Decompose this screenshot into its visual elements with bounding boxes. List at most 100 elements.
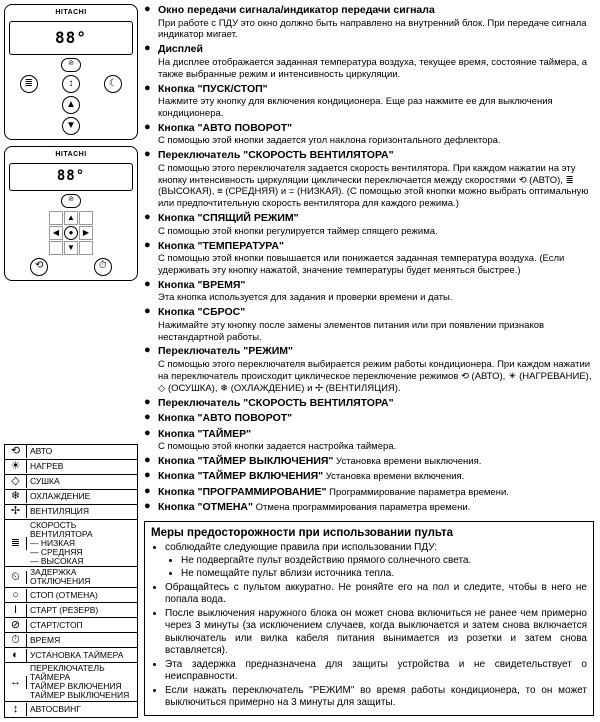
feature-body: Кнопка "СПЯЩИЙ РЕЖИМ"С помощью этой кноп… [158,212,594,237]
legend-icon: ✢ [5,505,27,518]
bullet-icon: ● [144,455,158,469]
feature-body: Кнопка "ТЕМПЕРАТУРА"С помощью этой кнопк… [158,240,594,277]
feature-item: ●Окно передачи сигнала/индикатор передач… [144,4,594,41]
feature-title: Кнопка "СБРОС" [158,306,245,318]
feature-title: Переключатель "РЕЖИМ" [158,345,293,357]
legend-row: ◐УСТАНОВКА ТАЙМЕРА [5,648,137,663]
legend-row: ⏱ВРЕМЯ [5,633,137,648]
bullet-icon: ● [144,149,158,210]
feature-desc: Нажмите эту кнопку для включения кондици… [158,96,594,120]
feature-body: Кнопка "ПУСК/СТОП"Нажмите эту кнопку для… [158,83,594,120]
legend-label: ВРЕМЯ [27,635,137,646]
legend-label: СКОРОСТЬ ВЕНТИЛЯТОРА— НИЗКАЯ— СРЕДНЯЯ— В… [27,520,137,567]
feature-body: Кнопка "ТАЙМЕР ВЫКЛЮЧЕНИЯ" Установка вре… [158,455,594,469]
start-stop-button-2: ⊘ [61,194,81,208]
feature-desc: Установка времени включения. [323,471,464,482]
bullet-icon: ● [144,306,158,343]
feature-body: Кнопка "АВТО ПОВОРОТ" [158,412,594,426]
legend-icon: I [5,604,27,617]
feature-item: ●Переключатель "СКОРОСТЬ ВЕНТИЛЯТОРА" [144,397,594,411]
feature-item: ●ДисплейНа дисплее отображается заданная… [144,43,594,80]
feature-body: Кнопка "ТАЙМЕР"С помощью этой кнопки зад… [158,428,594,453]
legend-icon: ↕ [5,703,27,716]
precautions-title: Меры предосторожности при использовании … [151,526,587,540]
feature-body: Кнопка "ТАЙМЕР ВКЛЮЧЕНИЯ" Установка врем… [158,470,594,484]
down-icon: ▼ [64,241,78,255]
bullet-icon: ● [144,412,158,426]
legend-row: ✢ВЕНТИЛЯЦИЯ [5,505,137,520]
precaution-subitem: Не подвергайте пульт воздействию прямого… [181,555,587,568]
swing-button-icon: ↕ [62,75,80,93]
precautions-box: Меры предосторожности при использовании … [144,521,594,716]
feature-body: Кнопка "ОТМЕНА" Отмена программирования … [158,501,594,515]
feature-item: ●Кнопка "СБРОС" Нажимайте эту кнопку посл… [144,306,594,343]
legend-icon: ☀ [5,460,27,473]
up-icon: ▲ [64,211,78,225]
display-temp-2: 88° [12,168,130,186]
start-stop-button: ⊘ [61,58,81,72]
feature-desc: Эта кнопка используется для задания и пр… [158,292,594,304]
bullet-icon: ● [144,83,158,120]
feature-item: ●Кнопка "ТАЙМЕР ВЫКЛЮЧЕНИЯ" Установка вр… [144,455,594,469]
feature-desc: Нажимайте эту кнопку после замены элемен… [158,320,594,344]
feature-title: Кнопка "ТАЙМЕР ВКЛЮЧЕНИЯ" [158,470,323,482]
remote-illustration-top: HITACHI 88° ⊘ ≣ ↕ ☾ ▲ ▼ [4,4,138,140]
bullet-icon: ● [144,122,158,147]
legend-label: НАГРЕВ [27,461,137,472]
precaution-item: Эта задержка предназначена для защиты ус… [165,659,587,684]
feature-list: ● Окно передачи сигнала/индикатор передач… [144,4,594,517]
bullet-icon: ● [144,428,158,453]
feature-body: Окно передачи сигнала/индикатор передачи… [158,4,594,41]
legend-label: СТОП (ОТМЕНА) [27,590,137,601]
feature-title: Кнопка "ТЕМПЕРАТУРА" [158,240,284,252]
feature-title: Переключатель "СКОРОСТЬ ВЕНТИЛЯТОРА" [158,149,394,161]
bullet-icon: ● [144,345,158,394]
precaution-subitem: Не помещайте пульт вблизи источника тепл… [181,568,587,581]
legend-row: ⟲АВТО [5,445,137,460]
legend-row: IСТАРТ (РЕЗЕРВ) [5,603,137,618]
feature-item: ●Кнопка "ТАЙМЕР ВКЛЮЧЕНИЯ" Установка вре… [144,470,594,484]
feature-desc: С помощью этой кнопки повышается или пон… [158,253,594,277]
bullet-icon: ● [144,212,158,237]
bullet-icon: ● [144,279,158,304]
feature-desc: С помощью этой кнопки задается угол накл… [158,135,594,147]
feature-item: ●Переключатель "СКОРОСТЬ ВЕНТИЛЯТОРА"С п… [144,149,594,210]
legend-icon: ≣ [5,537,27,550]
feature-title: Кнопка "АВТО ПОВОРОТ" [158,412,292,424]
bullet-icon: ● [144,397,158,411]
feature-body: Переключатель "СКОРОСТЬ ВЕНТИЛЯТОРА" [158,397,594,411]
legend-row: ○СТОП (ОТМЕНА) [5,588,137,603]
temp-up-icon: ▲ [62,96,80,114]
precaution-item: Если нажать переключатель "РЕЖИМ" во вре… [165,685,587,710]
ok-icon: ● [64,226,78,240]
feature-title: Кнопка "ТАЙМЕР ВЫКЛЮЧЕНИЯ" [158,455,333,467]
legend-label: АВТО [27,446,137,457]
legend-label: СУШКА [27,476,137,487]
feature-desc: При работе с ПДУ это окно должно быть на… [158,18,594,42]
legend-row: ↔ПЕРЕКЛЮЧАТЕЛЬ ТАЙМЕРАТАЙМЕР ВКЛЮЧЕНИЯТА… [5,663,137,702]
legend-icon: ⏱ [5,634,27,647]
feature-body: Кнопка "ВРЕМЯ"Эта кнопка используется дл… [158,279,594,304]
precautions-list: соблюдайте следующие правила при использ… [151,542,587,710]
feature-body: Кнопка "ПРОГРАММИРОВАНИЕ" Программирован… [158,486,594,500]
bullet-icon: ● [144,470,158,484]
feature-body: Переключатель "СКОРОСТЬ ВЕНТИЛЯТОРА"С по… [158,149,594,210]
bullet-icon: ● [144,501,158,515]
feature-desc: На дисплее отображается заданная темпера… [158,57,594,81]
feature-body: Кнопка "АВТО ПОВОРОТ"С помощью этой кноп… [158,122,594,147]
sleep-button-icon: ☾ [104,75,122,93]
feature-desc: Отмена программирования параметра времен… [253,502,470,513]
left-icon: ◀ [49,226,63,240]
legend-row: ❄ОХЛАЖДЕНИЕ [5,490,137,505]
feature-item: ●Кнопка "АВТО ПОВОРОТ" [144,412,594,426]
feature-desc: С помощью этой кнопки регулируется тайме… [158,226,594,238]
legend-label: ПЕРЕКЛЮЧАТЕЛЬ ТАЙМЕРАТАЙМЕР ВКЛЮЧЕНИЯТАЙ… [27,663,137,701]
feature-item: ●Кнопка "ПУСК/СТОП"Нажмите эту кнопку дл… [144,83,594,120]
remote-illustration-bottom: HITACHI 88° ⊘ ▲ ◀●▶ ▼ ⟲ ⏱ [4,146,138,281]
bullet-icon: ● [144,486,158,500]
legend-icon: ❄ [5,490,27,503]
legend-icon: ◇ [5,475,27,488]
feature-title: Кнопка "ПРОГРАММИРОВАНИЕ" [158,486,327,498]
legend-row: ≣СКОРОСТЬ ВЕНТИЛЯТОРА— НИЗКАЯ— СРЕДНЯЯ— … [5,520,137,568]
legend-label: СТАРТ/СТОП [27,620,137,631]
